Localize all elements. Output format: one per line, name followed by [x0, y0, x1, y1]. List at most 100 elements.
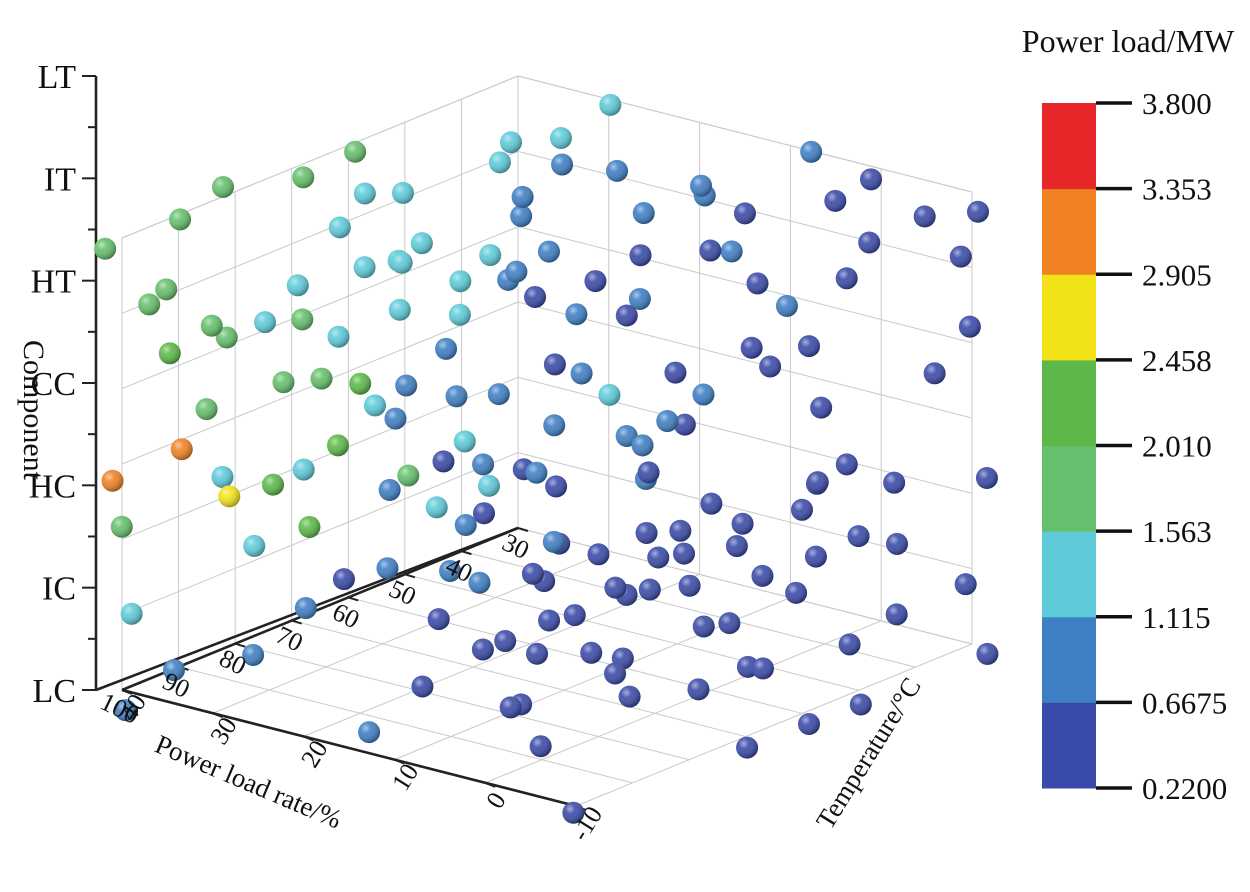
colorbar-tick-label: 0.6675: [1142, 685, 1227, 720]
data-point: [545, 475, 568, 498]
data-point: [835, 267, 858, 290]
data-point: [700, 492, 723, 515]
data-point: [835, 453, 858, 476]
colorbar-segment: [1042, 274, 1096, 361]
data-point: [923, 362, 946, 385]
data-point: [378, 478, 401, 501]
colorbar-segment: [1042, 188, 1096, 275]
data-point: [272, 371, 295, 394]
data-point: [327, 325, 350, 348]
data-point: [291, 308, 314, 331]
data-point: [499, 696, 522, 719]
data-point: [733, 202, 756, 225]
data-point: [740, 336, 763, 359]
data-point: [479, 244, 502, 267]
data-point: [587, 543, 610, 566]
y-tick-mark: [121, 689, 133, 695]
data-point: [211, 465, 234, 488]
data-point: [388, 298, 411, 321]
data-point: [751, 564, 774, 587]
data-point: [525, 461, 548, 484]
data-point: [849, 693, 872, 716]
data-point: [580, 641, 603, 664]
colorbar-title: Power load/MW: [1022, 23, 1235, 59]
colorbar-tick-label: 3.353: [1142, 172, 1212, 207]
data-point: [449, 270, 472, 293]
y-axis-line: [121, 688, 577, 808]
data-point: [797, 712, 820, 735]
data-point: [439, 559, 462, 582]
data-point: [363, 394, 386, 417]
data-point: [410, 232, 433, 255]
data-point: [432, 450, 455, 473]
data-point: [349, 372, 372, 395]
data-point: [629, 244, 652, 267]
data-point: [510, 205, 533, 228]
data-point: [759, 355, 782, 378]
y-tick-mark: [303, 735, 314, 742]
data-point: [353, 256, 376, 279]
grid-layer: [121, 75, 973, 807]
data-point: [487, 383, 510, 406]
data-point: [785, 581, 808, 604]
data-point: [632, 202, 655, 225]
data-point: [804, 545, 827, 568]
data-point: [859, 168, 882, 191]
data-point: [883, 471, 906, 494]
floor-grid-line: [291, 620, 746, 738]
data-point: [427, 608, 450, 631]
x-tick-mark: [404, 573, 416, 579]
y-axis-title: Temperature/°C: [810, 672, 927, 834]
data-point: [604, 662, 627, 685]
z-tick-label-HT: HT: [31, 264, 77, 301]
data-point: [718, 612, 741, 635]
colorbar-tick-label: 1.115: [1142, 600, 1211, 635]
colorbar-tick-label: 1.563: [1142, 514, 1212, 549]
data-point: [913, 205, 936, 228]
data-point: [731, 512, 754, 535]
data-point: [332, 568, 355, 591]
data-point: [162, 659, 185, 682]
data-point: [344, 140, 367, 163]
data-point: [543, 353, 566, 376]
data-point: [477, 474, 500, 497]
data-point: [751, 657, 774, 680]
data-point: [397, 464, 420, 487]
x-axis-line: [121, 526, 519, 692]
data-point: [138, 293, 161, 316]
data-point: [435, 337, 458, 360]
data-point: [101, 469, 124, 492]
data-point: [976, 642, 999, 665]
data-point: [699, 239, 722, 262]
colorbar-segment: [1042, 445, 1096, 532]
data-point: [584, 270, 607, 293]
z-tick-label-HC: HC: [29, 468, 76, 505]
data-point: [687, 678, 710, 701]
back-wall-grid-line: [121, 150, 519, 314]
floor-grid-line: [178, 666, 633, 784]
y-tick-mark: [394, 758, 405, 765]
data-point: [384, 407, 407, 430]
data-point: [885, 603, 908, 626]
data-point: [445, 385, 468, 408]
floor-grid-line: [575, 643, 973, 807]
data-point: [618, 685, 641, 708]
data-point: [448, 303, 471, 326]
z-tick-label-CC: CC: [31, 366, 76, 403]
data-point: [292, 166, 315, 189]
data-point: [155, 278, 178, 301]
data-point: [975, 466, 998, 489]
data-point: [537, 240, 560, 263]
data-point: [326, 434, 349, 457]
data-point: [529, 735, 552, 758]
colorbar-segment: [1042, 103, 1096, 190]
colorbar-tick-label: 0.2200: [1142, 771, 1227, 806]
colorbar-segment: [1042, 616, 1096, 703]
data-point: [720, 240, 743, 263]
data-point: [521, 562, 544, 585]
colorbar-segment: [1042, 359, 1096, 446]
y-tick-mark: [484, 781, 496, 788]
data-point: [215, 326, 238, 349]
data-point: [243, 534, 266, 557]
data-point: [453, 430, 476, 453]
